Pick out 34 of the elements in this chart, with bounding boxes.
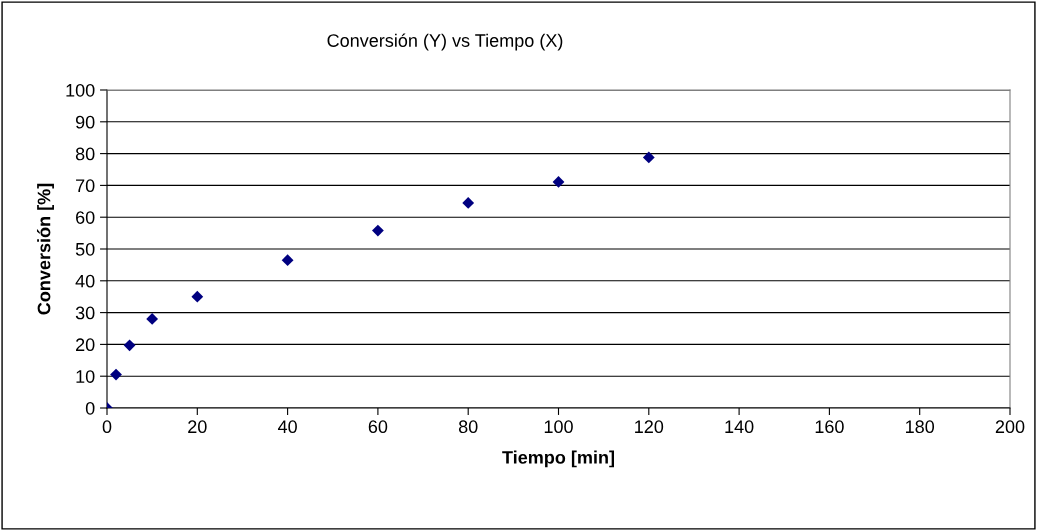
x-tick-label: 180 (906, 420, 935, 434)
point (372, 224, 384, 237)
point (191, 290, 204, 303)
x-tick-label: 140 (725, 420, 754, 434)
x-tick-label: 120 (635, 420, 664, 434)
x-tick-label: 40 (277, 420, 297, 434)
y-axis-title: Conversión [%] (36, 183, 54, 315)
y-tick-label: 80 (75, 147, 95, 161)
y-tick-label: 60 (76, 211, 95, 224)
point (146, 313, 159, 325)
x-tick-label: 0 (102, 420, 112, 434)
x-tick-label: 100 (544, 420, 573, 434)
point (281, 254, 294, 267)
point (642, 151, 655, 164)
point (462, 197, 475, 209)
y-tick-label: 0 (85, 401, 95, 415)
y-tick-label: 90 (75, 115, 95, 129)
point (123, 339, 136, 352)
x-tick-label: 60 (368, 420, 388, 434)
x-axis-title: Tiempo [min] (502, 450, 614, 468)
y-tick-label: 100 (66, 83, 95, 97)
y-tick-label: 70 (76, 179, 95, 193)
x-tick-label: 200 (995, 420, 1025, 434)
y-tick-label: 20 (76, 338, 95, 352)
chart-title: Conversión (Y) vs Tiempo (X) (327, 33, 563, 51)
y-tick-label: 10 (76, 370, 95, 383)
y-tick-label: 50 (75, 242, 95, 256)
y-tick-label: 30 (75, 306, 95, 320)
x-tick-label: 20 (188, 420, 207, 434)
point (110, 368, 122, 381)
x-tick-label: 160 (815, 420, 844, 434)
point (552, 176, 565, 188)
y-tick-label: 40 (75, 274, 95, 288)
x-tick-label: 80 (458, 420, 478, 434)
